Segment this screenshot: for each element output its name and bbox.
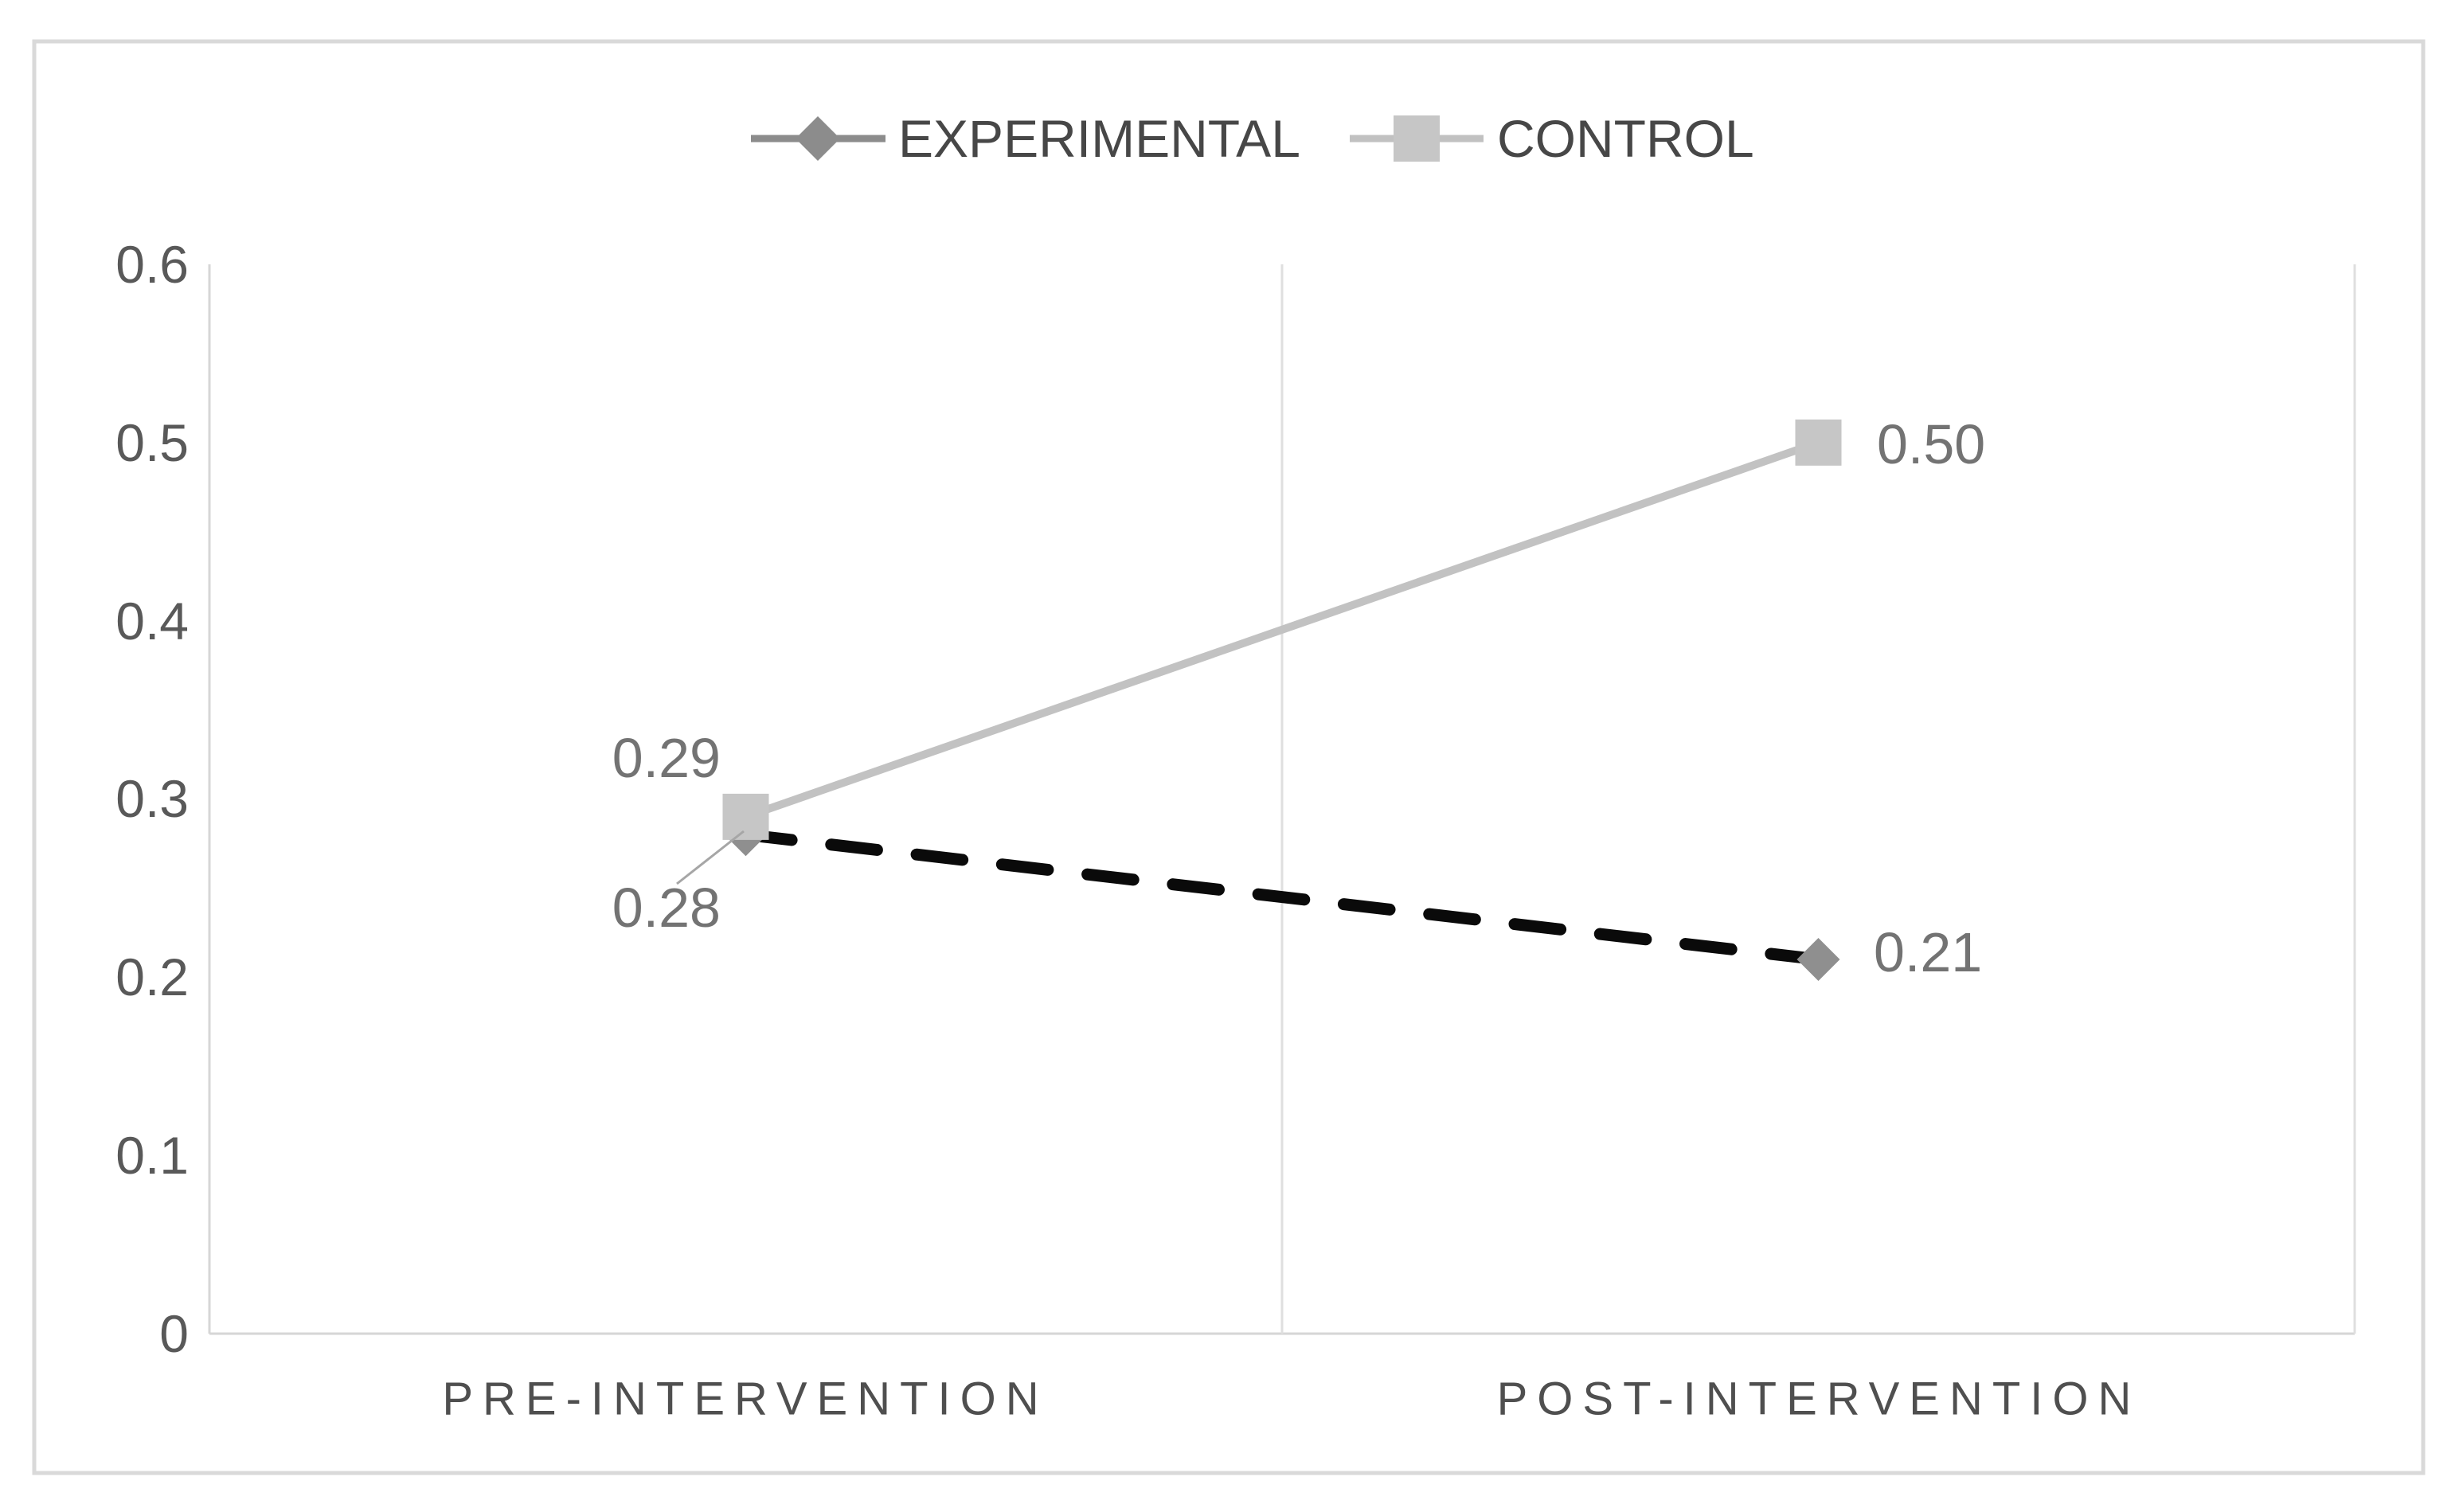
control-marker-square [722, 793, 769, 840]
data-label-experimental-pre: 0.28 [612, 877, 721, 939]
data-label-leader-line [676, 830, 745, 885]
chart-border [32, 39, 2426, 1475]
plot-series-layer [722, 419, 1842, 981]
legend-label-experimental: EXPERIMENTAL [898, 109, 1300, 168]
data-label-control-pre: 0.29 [612, 727, 721, 789]
y-tick-label: 0.4 [115, 592, 189, 651]
legend-item-control: CONTROL [1350, 109, 1754, 168]
y-tick-label: 0.6 [115, 235, 189, 294]
y-axis-tick-labels: 0.6 0.5 0.4 0.3 0.2 0.1 0 [115, 235, 189, 1363]
legend-item-experimental: EXPERIMENTAL [751, 109, 1300, 168]
legend: EXPERIMENTAL CONTROL [751, 109, 1754, 168]
data-labels: 0.29 0.28 0.50 0.21 [612, 413, 1986, 983]
experimental-legend-diamond-icon [796, 116, 840, 161]
data-label-experimental-post: 0.21 [1874, 921, 1982, 983]
data-label-control-post: 0.50 [1877, 413, 1985, 475]
y-tick-label: 0 [159, 1304, 189, 1363]
y-tick-label: 0.5 [115, 413, 189, 472]
x-tick-label-post-intervention: POST-INTERVENTION [1497, 1373, 2141, 1425]
control-marker-square [1795, 419, 1842, 466]
legend-label-control: CONTROL [1497, 109, 1754, 168]
experimental-series-line [740, 828, 1824, 966]
x-tick-label-pre-intervention: PRE-INTERVENTION [442, 1373, 1048, 1425]
y-tick-label: 0.1 [115, 1126, 189, 1185]
control-series-line [741, 438, 1823, 821]
experimental-marker-diamond [1796, 937, 1840, 981]
x-axis-tick-labels: PRE-INTERVENTION POST-INTERVENTION [442, 1373, 2141, 1425]
control-legend-square-icon [1394, 115, 1440, 162]
axes [208, 264, 2356, 1335]
y-tick-label: 0.2 [115, 947, 189, 1006]
y-tick-label: 0.3 [115, 769, 189, 828]
